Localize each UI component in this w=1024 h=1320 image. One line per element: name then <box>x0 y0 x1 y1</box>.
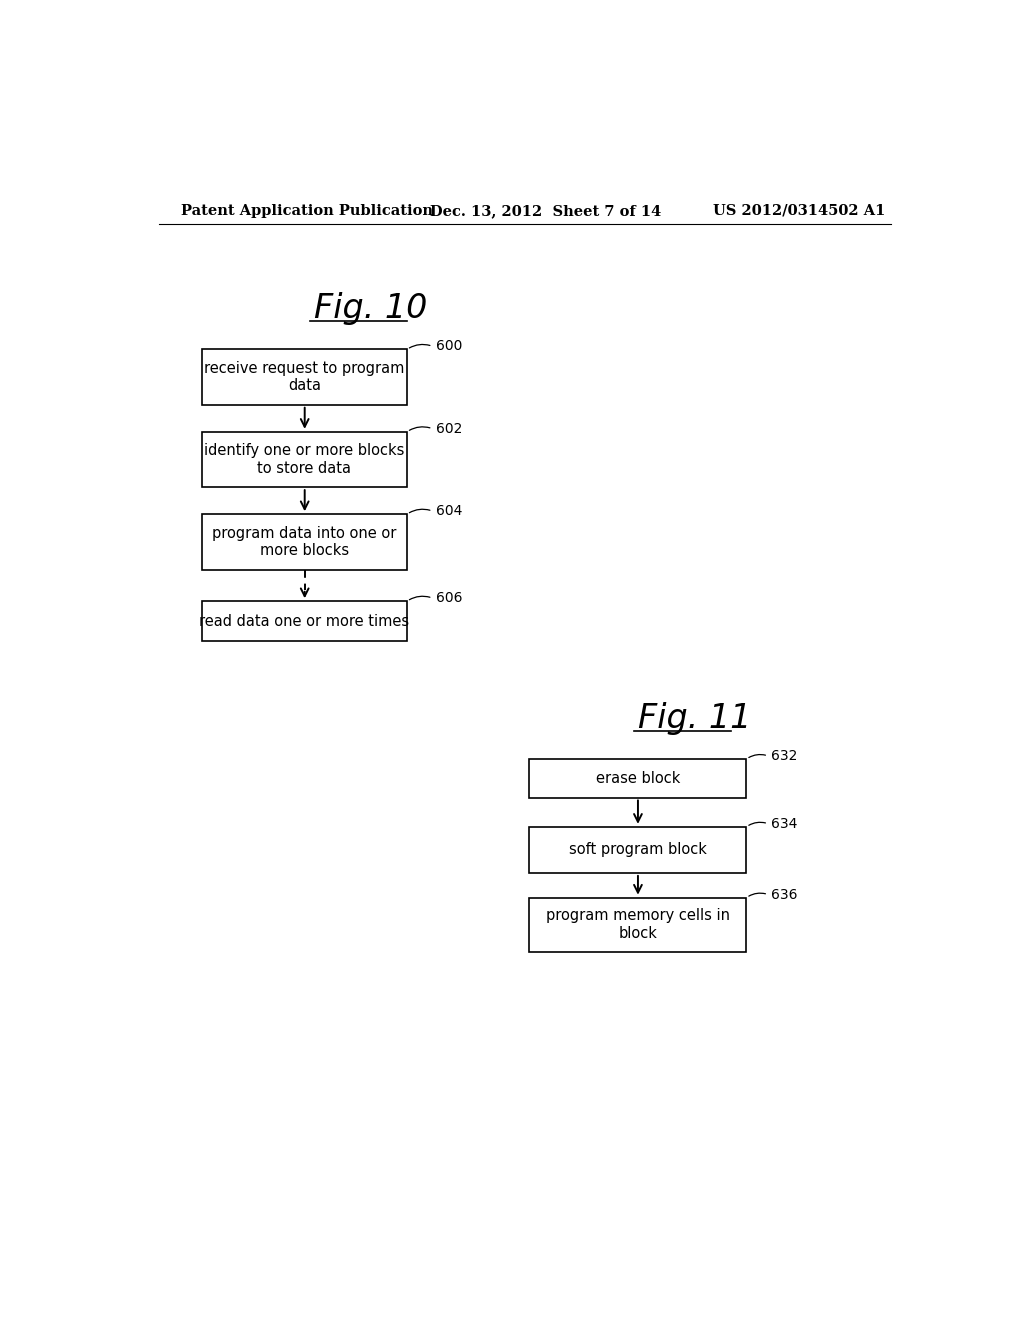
Text: Fig. 11: Fig. 11 <box>638 702 752 735</box>
Text: 602: 602 <box>435 421 462 436</box>
Text: 604: 604 <box>435 504 462 517</box>
Bar <box>202 601 407 642</box>
Text: Patent Application Publication: Patent Application Publication <box>180 203 433 218</box>
Bar <box>529 759 746 797</box>
Text: read data one or more times: read data one or more times <box>200 614 410 628</box>
Text: program memory cells in
block: program memory cells in block <box>546 908 730 941</box>
Text: identify one or more blocks
to store data: identify one or more blocks to store dat… <box>204 444 404 475</box>
Text: 636: 636 <box>771 887 798 902</box>
Bar <box>529 826 746 873</box>
Text: Dec. 13, 2012  Sheet 7 of 14: Dec. 13, 2012 Sheet 7 of 14 <box>430 203 662 218</box>
Text: 600: 600 <box>435 339 462 354</box>
Text: Fig. 10: Fig. 10 <box>314 292 427 325</box>
Text: US 2012/0314502 A1: US 2012/0314502 A1 <box>713 203 886 218</box>
Bar <box>202 432 407 487</box>
Text: soft program block: soft program block <box>569 842 707 858</box>
Text: 634: 634 <box>771 817 798 830</box>
Bar <box>529 898 746 952</box>
Text: erase block: erase block <box>596 771 680 785</box>
Text: 632: 632 <box>771 748 798 763</box>
Bar <box>202 350 407 405</box>
Text: 606: 606 <box>435 591 462 605</box>
Bar <box>202 515 407 570</box>
Text: program data into one or
more blocks: program data into one or more blocks <box>212 525 396 558</box>
Text: receive request to program
data: receive request to program data <box>204 360 404 393</box>
